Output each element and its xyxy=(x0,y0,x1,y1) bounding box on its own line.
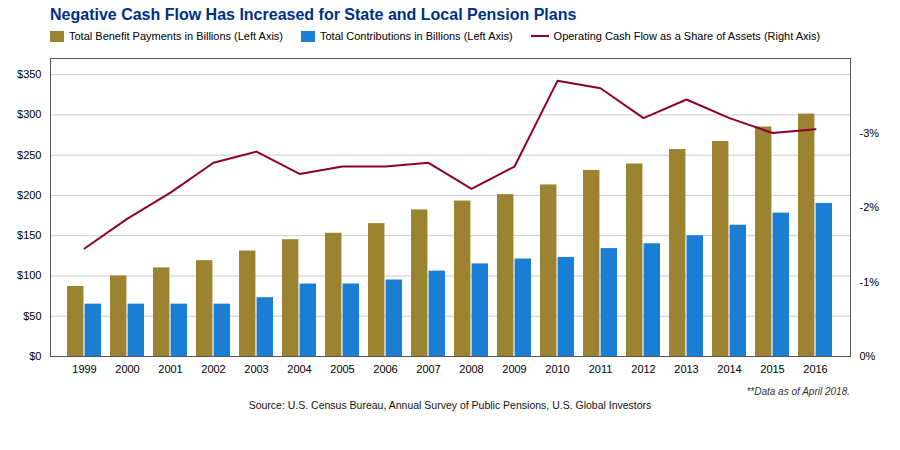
svg-text:$300: $300 xyxy=(17,108,41,120)
svg-text:-3%: -3% xyxy=(860,127,880,139)
svg-text:2011: 2011 xyxy=(589,363,613,375)
svg-text:$250: $250 xyxy=(17,149,41,161)
svg-text:0%: 0% xyxy=(860,350,876,362)
svg-text:2005: 2005 xyxy=(330,363,354,375)
svg-text:2004: 2004 xyxy=(287,363,311,375)
svg-text:$100: $100 xyxy=(17,269,41,281)
svg-text:2003: 2003 xyxy=(244,363,268,375)
svg-text:2006: 2006 xyxy=(373,363,397,375)
svg-text:2010: 2010 xyxy=(545,363,569,375)
svg-text:2013: 2013 xyxy=(674,363,698,375)
svg-text:-2%: -2% xyxy=(860,201,880,213)
svg-text:-1%: -1% xyxy=(860,276,880,288)
html-text:Operating Cash Flow as a Share: Operating Cash Flow as a Share of Assets… xyxy=(553,30,821,42)
html-text:Total Contributions in Billion: Total Contributions in Billions (Left Ax… xyxy=(320,30,513,42)
svg-text:$200: $200 xyxy=(17,189,41,201)
html-text:Negative Cash Flow Has Increas: Negative Cash Flow Has Increased for Sta… xyxy=(50,6,577,23)
svg-text:2000: 2000 xyxy=(115,363,139,375)
svg-text:2002: 2002 xyxy=(201,363,225,375)
svg-text:$150: $150 xyxy=(17,229,41,241)
html-text:**Data as of April 2018.: **Data as of April 2018. xyxy=(746,386,850,397)
svg-text:$0: $0 xyxy=(29,350,41,362)
svg-text:$350: $350 xyxy=(17,68,41,80)
svg-text:2015: 2015 xyxy=(760,363,784,375)
svg-text:2008: 2008 xyxy=(459,363,483,375)
svg-text:$50: $50 xyxy=(23,310,41,322)
html-text:Source: U.S. Census Bureau, An: Source: U.S. Census Bureau, Annual Surve… xyxy=(248,399,652,411)
svg-text:2001: 2001 xyxy=(158,363,182,375)
svg-text:2009: 2009 xyxy=(502,363,526,375)
svg-text:2012: 2012 xyxy=(631,363,655,375)
svg-text:2007: 2007 xyxy=(416,363,440,375)
svg-text:2014: 2014 xyxy=(717,363,741,375)
svg-text:2016: 2016 xyxy=(803,363,827,375)
html-text:Total Benefit Payments in Bill: Total Benefit Payments in Billions (Left… xyxy=(69,30,283,42)
svg-text:1999: 1999 xyxy=(72,363,96,375)
